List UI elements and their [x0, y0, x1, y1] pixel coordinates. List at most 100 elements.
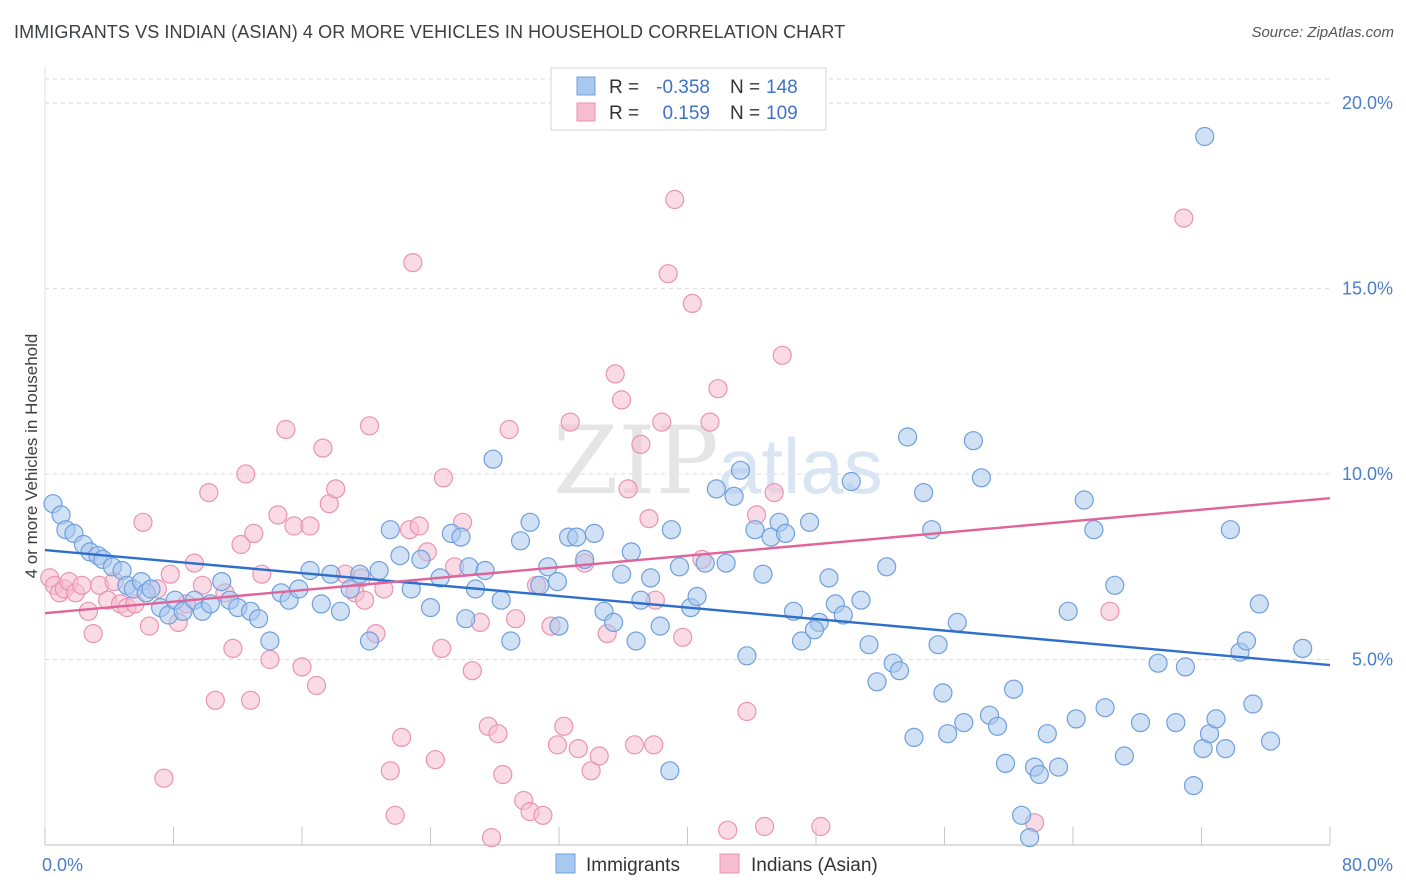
immigrants-point: [933, 683, 953, 703]
immigrants-trend-line: [44, 548, 1331, 667]
immigrants-point: [510, 531, 531, 551]
immigrants-point: [1029, 764, 1049, 785]
immigrants-point: [626, 631, 646, 651]
immigrants-point: [1105, 575, 1125, 595]
immigrants-point: [706, 479, 727, 499]
immigrants-point: [1066, 709, 1086, 729]
indians-point: [764, 483, 784, 503]
indians-point: [700, 412, 720, 432]
immigrants-point: [987, 716, 1008, 736]
immigrants-point: [549, 616, 569, 636]
indians-point: [359, 416, 380, 436]
indians-point: [1174, 208, 1194, 228]
indians-point: [205, 690, 225, 710]
source-label: Source: ZipAtlas.com: [1251, 24, 1394, 41]
indians-point: [268, 505, 288, 525]
immigrants-point: [897, 427, 918, 447]
indians-point: [605, 364, 625, 384]
immigrants-point: [954, 712, 974, 733]
immigrants-point: [483, 449, 503, 469]
immigrants-point: [411, 549, 431, 570]
indians-point: [260, 649, 280, 670]
indians-point: [236, 464, 256, 484]
immigrants-point: [963, 431, 984, 451]
immigrants-point: [851, 590, 871, 610]
immigrants-point: [1293, 638, 1313, 659]
immigrants-point: [799, 512, 820, 532]
indians-point: [78, 601, 99, 621]
indians-point: [505, 609, 526, 629]
indians-point: [231, 534, 251, 555]
x-tick-marks: [44, 827, 1331, 845]
immigrants-point: [1243, 694, 1263, 714]
indians-point: [292, 657, 312, 677]
legend-swatch-indians: [576, 102, 596, 122]
immigrants-point: [1048, 757, 1069, 777]
grid-lines: [45, 78, 1330, 661]
y-axis-label: 4 or more Vehicles in Household: [22, 334, 41, 579]
immigrants-point: [1074, 490, 1094, 510]
immigrants-point: [1195, 126, 1215, 147]
indians-point: [488, 724, 508, 744]
immigrants-point: [1019, 827, 1040, 848]
immigrants-point: [904, 727, 924, 748]
immigrants-point: [804, 620, 825, 640]
indians-point: [462, 661, 482, 681]
immigrants-point: [669, 557, 690, 577]
bottom-legend-swatch-indians: [719, 853, 740, 874]
immigrants-point: [547, 571, 568, 592]
immigrants-point: [695, 553, 715, 573]
indians-point: [192, 575, 212, 595]
indians-point: [673, 627, 693, 647]
legend-n-value-immigrants: 148: [766, 77, 798, 98]
indians-point: [737, 701, 757, 722]
immigrants-point: [660, 761, 680, 781]
indians-point: [631, 434, 651, 454]
indians-point: [403, 253, 423, 273]
indians-point: [241, 690, 261, 710]
immigrants-point: [922, 520, 942, 540]
immigrants-point: [716, 553, 736, 573]
y-tick-label: 10.0%: [1342, 464, 1393, 484]
legend-r-value-indians: 0.159: [662, 103, 710, 124]
indians-point: [72, 575, 92, 595]
indians-point: [560, 412, 580, 432]
immigrants-point: [819, 568, 839, 588]
immigrants-point: [359, 631, 380, 651]
immigrants-point: [889, 661, 910, 681]
immigrants-point: [1095, 698, 1115, 718]
immigrants-point: [350, 564, 370, 584]
immigrants-point: [650, 616, 670, 636]
immigrants-point: [530, 575, 550, 595]
immigrants-point: [420, 597, 441, 618]
immigrants-point: [833, 605, 853, 625]
immigrants-point: [1183, 775, 1204, 796]
indians-point: [754, 816, 775, 837]
indians-point: [380, 761, 400, 781]
immigrants-point: [300, 560, 320, 581]
indians-point: [499, 419, 519, 440]
bottom-legend-indians: Indians (Asian): [751, 855, 878, 876]
indians-point: [154, 768, 174, 788]
indians-point: [313, 438, 333, 458]
immigrants-point: [1084, 520, 1104, 540]
indians-point: [409, 516, 429, 536]
immigrants-point: [640, 568, 661, 588]
y-tick-label: 15.0%: [1342, 279, 1393, 299]
immigrants-point: [491, 590, 511, 610]
immigrants-point: [1206, 709, 1226, 729]
series-immigrants-points: [43, 126, 1313, 848]
immigrants-point: [311, 594, 331, 614]
indians-point: [425, 750, 445, 770]
immigrants-point: [971, 468, 992, 488]
immigrants-point: [611, 564, 632, 584]
immigrants-point: [475, 560, 495, 581]
immigrants-point: [1220, 520, 1241, 540]
bottom-legend: Immigrants Indians (Asian): [555, 853, 878, 876]
immigrants-point: [841, 471, 861, 492]
indians-point: [554, 716, 574, 736]
immigrants-point: [603, 612, 624, 633]
immigrants-point: [928, 635, 948, 655]
indians-point: [493, 764, 513, 785]
